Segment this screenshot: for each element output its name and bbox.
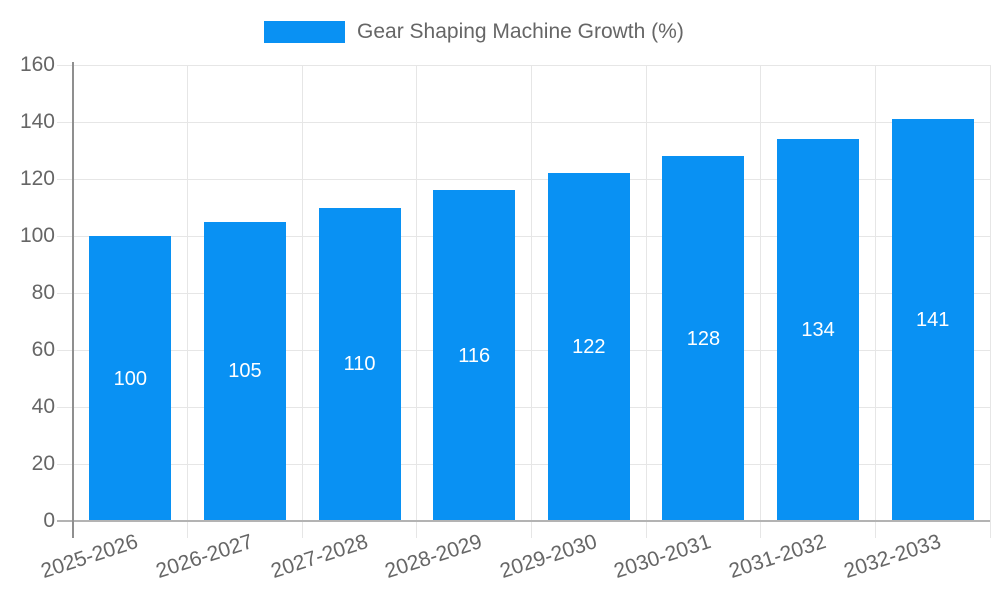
bar[interactable] [777,139,860,520]
bar-value-label: 110 [343,353,376,376]
x-axis-tick [989,521,991,538]
y-gridline [57,406,990,408]
bar-value-label: 141 [916,309,950,332]
y-axis-tick-label: 80 [31,281,55,304]
y-axis-tick-label: 40 [31,395,55,418]
x-axis-tick [760,521,762,538]
y-axis-tick-label: 20 [31,452,55,475]
x-axis-tick [531,521,532,538]
y-gridline [57,121,990,123]
legend-swatch [264,21,345,43]
x-gridline [301,65,303,521]
x-axis-tick [416,521,418,538]
y-axis-tick-label: 100 [19,224,55,247]
x-gridline [531,65,532,521]
bar-value-label: 134 [801,319,835,342]
y-axis-line [72,62,74,538]
x-gridline [874,65,876,521]
legend[interactable]: Gear Shaping Machine Growth (%) [264,21,684,43]
bar-value-label: 105 [228,360,262,383]
x-axis-tick [187,521,189,538]
bar[interactable] [891,119,974,520]
x-gridline [416,65,418,521]
bar[interactable] [89,236,172,520]
bar-value-label: 128 [686,327,721,350]
bar-value-label: 122 [572,336,606,359]
y-gridline [57,349,990,351]
x-gridline [645,65,647,521]
x-gridline [187,65,189,521]
y-axis-tick-label: 0 [43,509,55,532]
bar[interactable] [433,190,516,520]
x-gridline [760,65,762,521]
y-gridline [57,178,990,180]
y-axis-tick-label: 140 [19,110,55,133]
x-gridline [989,65,991,521]
y-gridline [57,463,990,465]
y-axis-tick-label: 120 [19,167,55,190]
x-axis-tick [874,521,876,538]
x-axis-tick [301,521,303,538]
legend-label: Gear Shaping Machine Growth (%) [357,20,684,43]
bar-value-label: 100 [113,367,147,390]
x-axis-line [57,520,990,522]
y-gridline [57,235,990,237]
y-axis-tick-label: 60 [31,338,55,361]
y-gridline [57,292,990,294]
bar[interactable] [318,207,401,520]
bar[interactable] [547,173,630,520]
bar-value-label: 116 [458,344,491,367]
bar[interactable] [662,156,745,520]
x-axis-tick [645,521,647,538]
bar[interactable] [203,221,286,520]
y-gridline [57,64,990,66]
y-axis-tick-label: 160 [19,53,55,76]
